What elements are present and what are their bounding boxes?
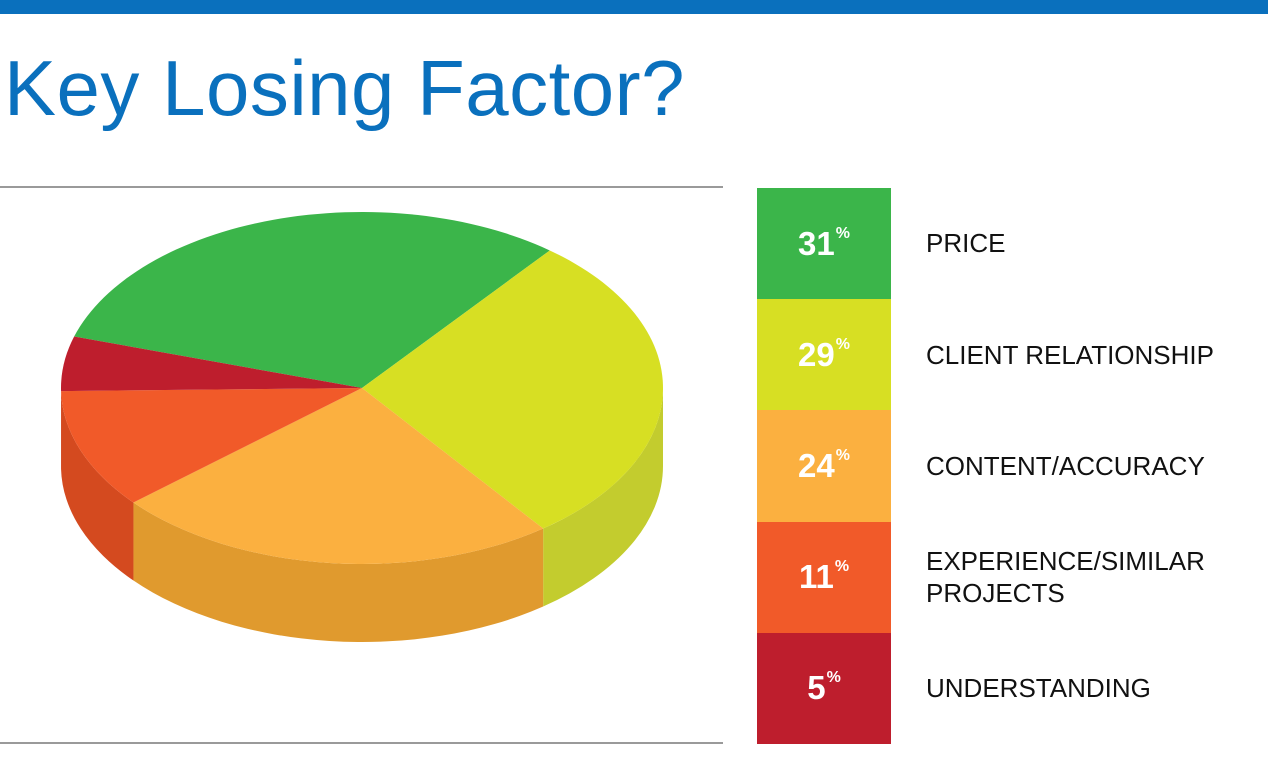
header-bar: [0, 0, 1268, 14]
legend-row: 5% UNDERSTANDING: [757, 632, 1257, 744]
legend-label: EXPERIENCE/SIMILAR PROJECTS: [926, 545, 1205, 609]
legend-label: UNDERSTANDING: [926, 673, 1151, 704]
legend-swatch: 11%: [757, 521, 891, 633]
legend-swatch: 5%: [757, 632, 891, 744]
page-title: Key Losing Factor?: [4, 44, 686, 132]
slice-value-label: 31: [798, 224, 835, 262]
pie-slice: [61, 388, 363, 503]
slice-value-label: 11: [798, 558, 834, 596]
legend-row: 31% PRICE: [757, 188, 1257, 300]
pie-slice: [362, 250, 664, 529]
pie-slice: [133, 388, 544, 565]
slice-value-label: 29: [798, 335, 835, 373]
bottom-divider: [0, 742, 723, 744]
pie-chart: [61, 211, 664, 643]
legend-swatch: 31%: [757, 188, 891, 300]
legend-row: 29% CLIENT RELATIONSHIP: [757, 299, 1257, 411]
percent-sign: %: [835, 335, 850, 353]
legend-label: PRICE: [926, 228, 1006, 259]
slice-value-label: 5: [807, 669, 826, 707]
percent-sign: %: [835, 224, 850, 242]
legend-row: 11% EXPERIENCE/SIMILAR PROJECTS: [757, 521, 1257, 633]
pie-slice: [61, 336, 362, 392]
legend-label: CONTENT/ACCURACY: [926, 450, 1205, 481]
legend-swatch: 29%: [757, 299, 891, 411]
percent-sign: %: [835, 446, 850, 464]
percent-sign: %: [826, 669, 841, 687]
legend-row: 24% CONTENT/ACCURACY: [757, 410, 1257, 522]
pie-slice-side: [133, 502, 544, 643]
legend-swatch: 24%: [757, 410, 891, 522]
slice-value-label: 24: [798, 446, 835, 484]
top-divider: [0, 186, 723, 188]
legend: 31% PRICE 29% CLIENT RELATIONSHIP 24% CONTENT…: [757, 188, 1257, 744]
percent-sign: %: [834, 558, 850, 576]
pie-slice-side: [543, 388, 663, 607]
pie-slice: [74, 211, 550, 388]
pie-slice-side: [61, 391, 134, 581]
legend-label: CLIENT RELATIONSHIP: [926, 339, 1214, 370]
